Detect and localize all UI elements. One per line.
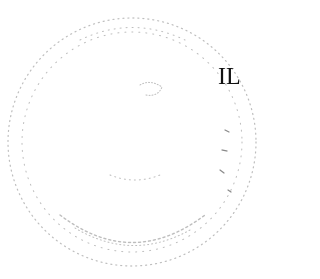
- faded-seal: [8, 18, 256, 266]
- page: {"seal": {"label": "IL"}} IL (() => { co…: [0, 0, 267, 279]
- outer-ring: [8, 18, 256, 266]
- top-lettering: [80, 28, 185, 41]
- inner-ring: [22, 32, 242, 252]
- center-detail: [110, 175, 160, 180]
- seal-image: IL: [0, 0, 267, 279]
- edge-marks: [220, 130, 231, 192]
- center-emblem: [140, 82, 162, 95]
- seal-label: IL: [218, 64, 241, 90]
- bottom-lettering: [60, 215, 205, 243]
- bottom-lettering-2: [75, 228, 190, 246]
